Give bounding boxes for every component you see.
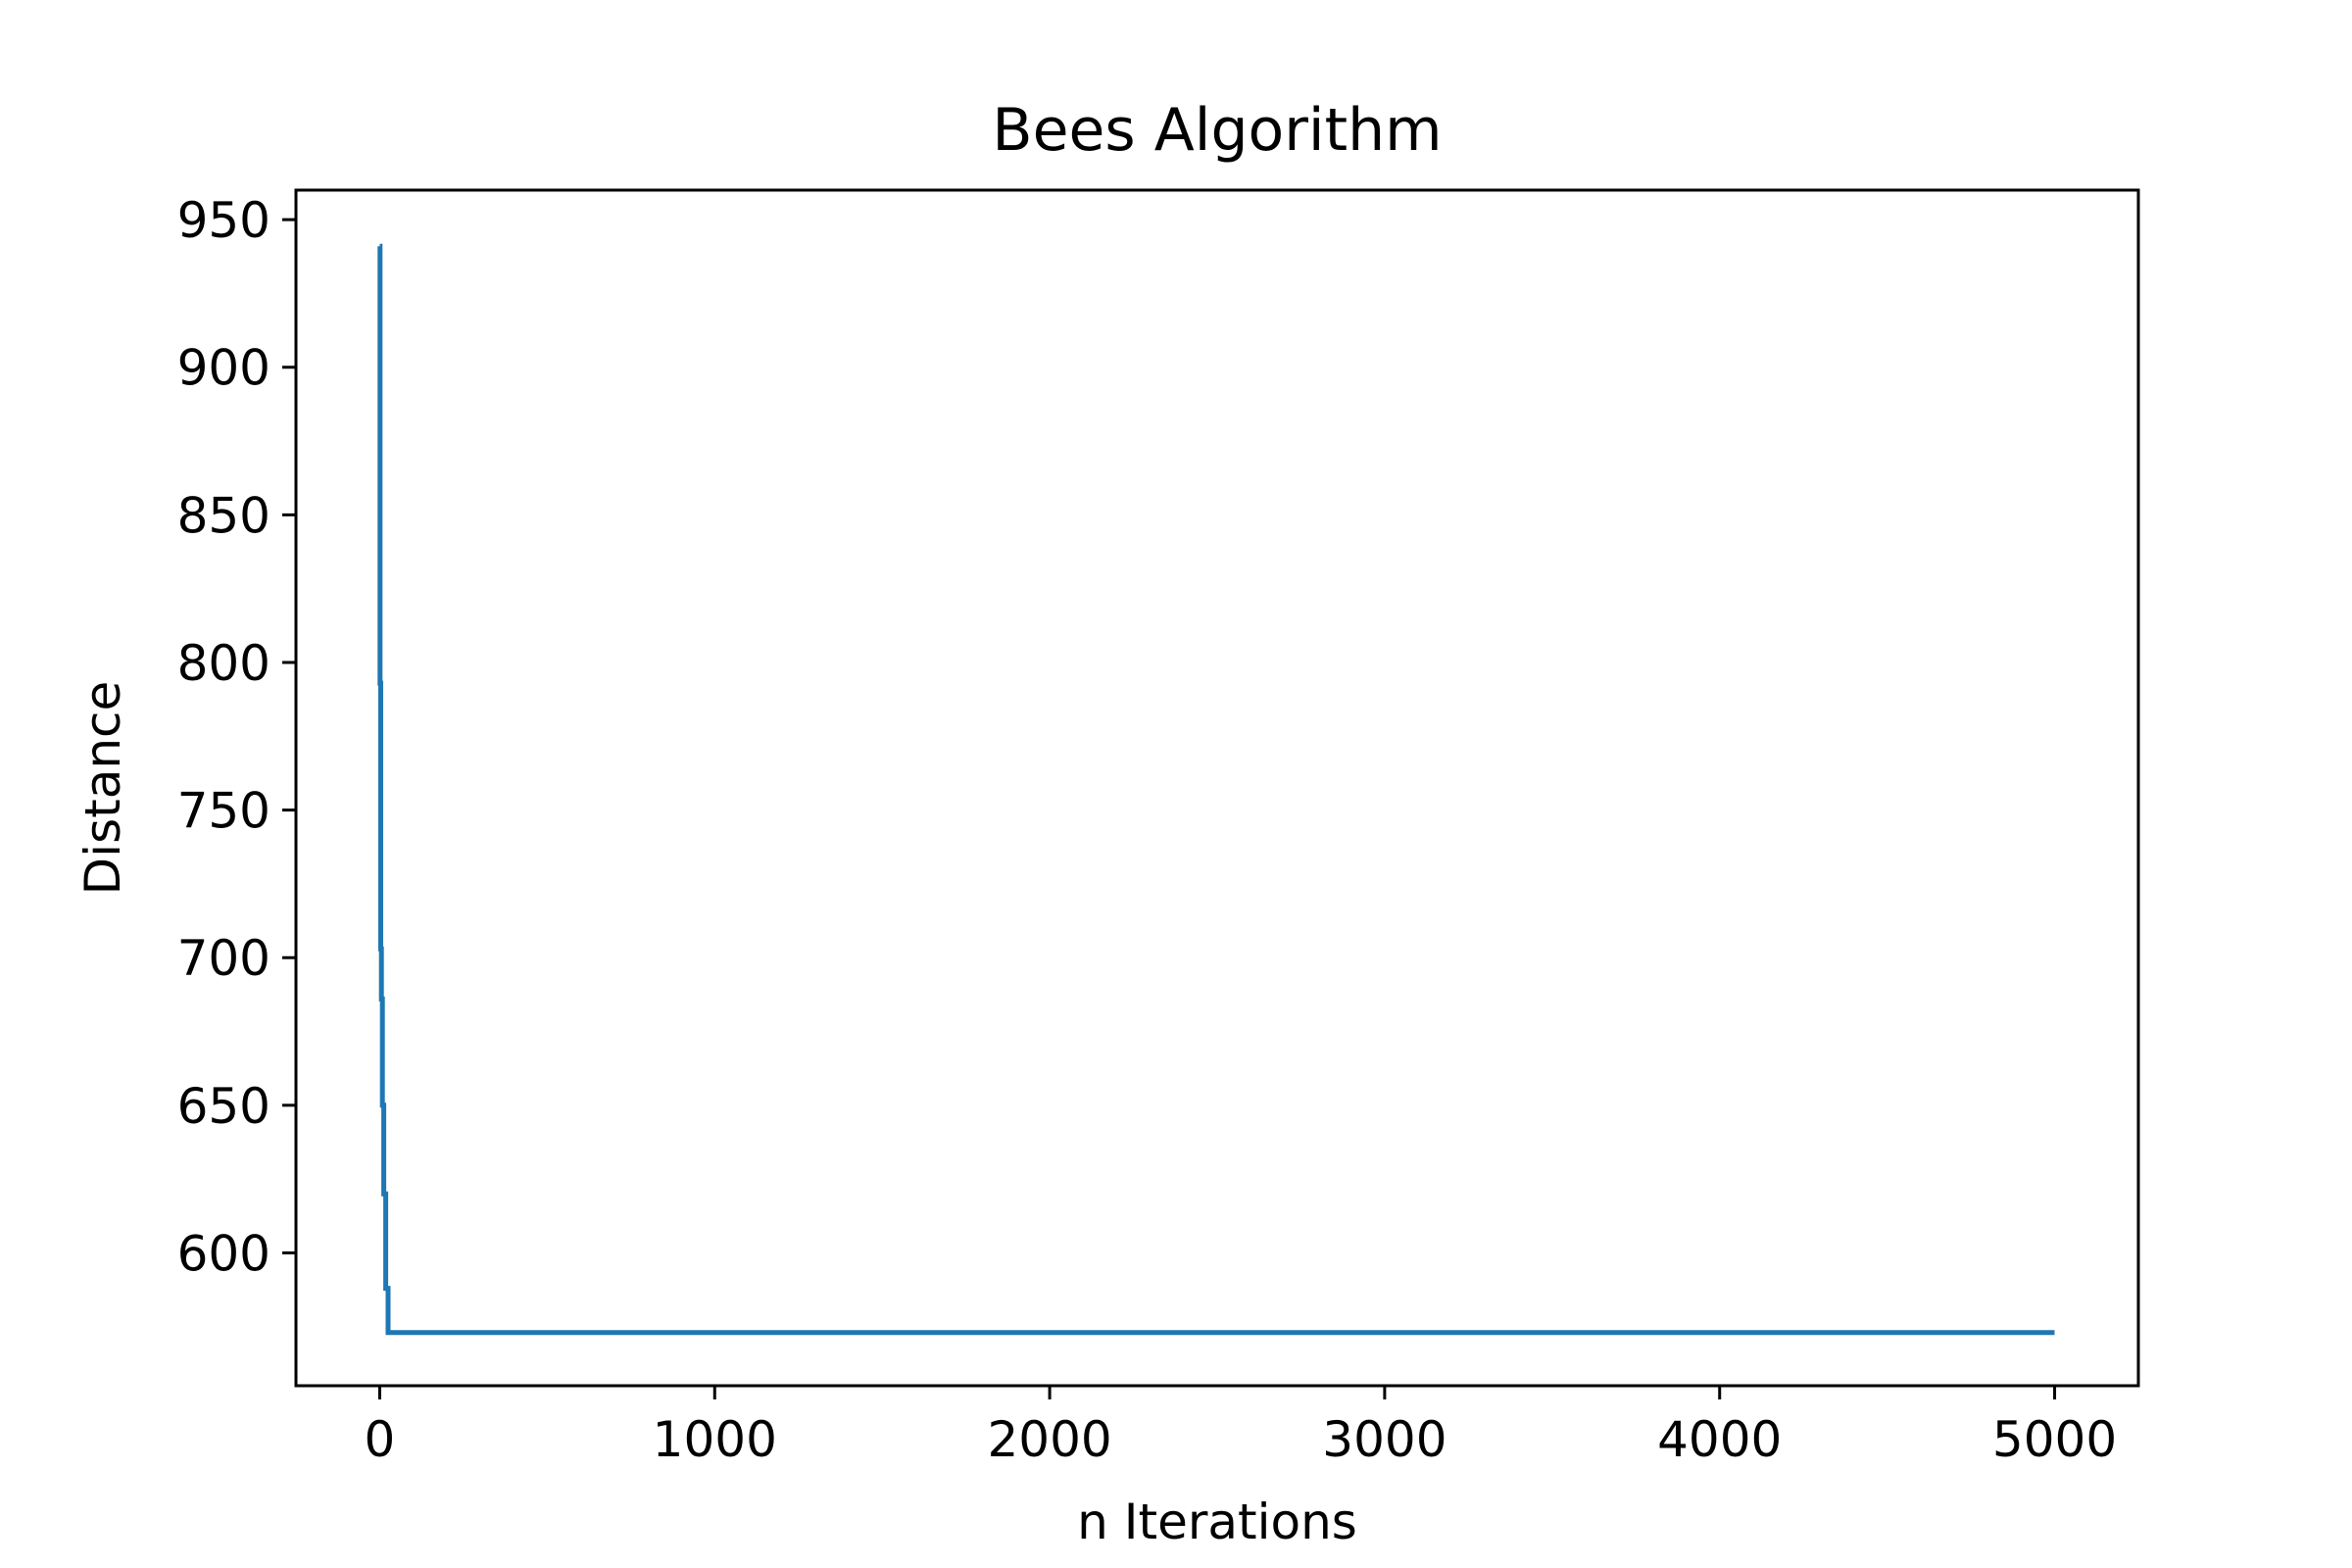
- plot-area: [294, 188, 2140, 1388]
- x-tick-label: 5000: [1992, 1411, 2117, 1468]
- y-tick-label: 900: [177, 340, 270, 397]
- series-layer: [377, 243, 2055, 1336]
- y-tick-label: 700: [177, 930, 270, 987]
- x-tick-label: 0: [365, 1411, 396, 1468]
- y-tick-label: 800: [177, 635, 270, 692]
- y-axis-ticks: 600 650 700 750 800 850 900 950: [177, 192, 296, 1282]
- chart-title: Bees Algorithm: [992, 96, 1442, 165]
- axes-frame: [294, 188, 2140, 1388]
- y-tick-label: 750: [177, 783, 270, 840]
- y-axis-title: Distance: [74, 681, 131, 896]
- x-tick-label: 1000: [653, 1411, 777, 1468]
- x-tick-label: 2000: [987, 1411, 1111, 1468]
- y-tick-label: 950: [177, 192, 270, 249]
- x-tick-label: 3000: [1322, 1411, 1446, 1468]
- series-line: [377, 243, 2055, 1336]
- x-axis-title: n Iterations: [1077, 1494, 1357, 1550]
- y-tick-label: 600: [177, 1225, 270, 1282]
- y-tick-label: 650: [177, 1078, 270, 1135]
- y-tick-label: 850: [177, 487, 270, 544]
- x-axis-ticks: 0 1000 2000 3000 4000 5000: [365, 1386, 2117, 1468]
- x-tick-label: 4000: [1657, 1411, 1782, 1468]
